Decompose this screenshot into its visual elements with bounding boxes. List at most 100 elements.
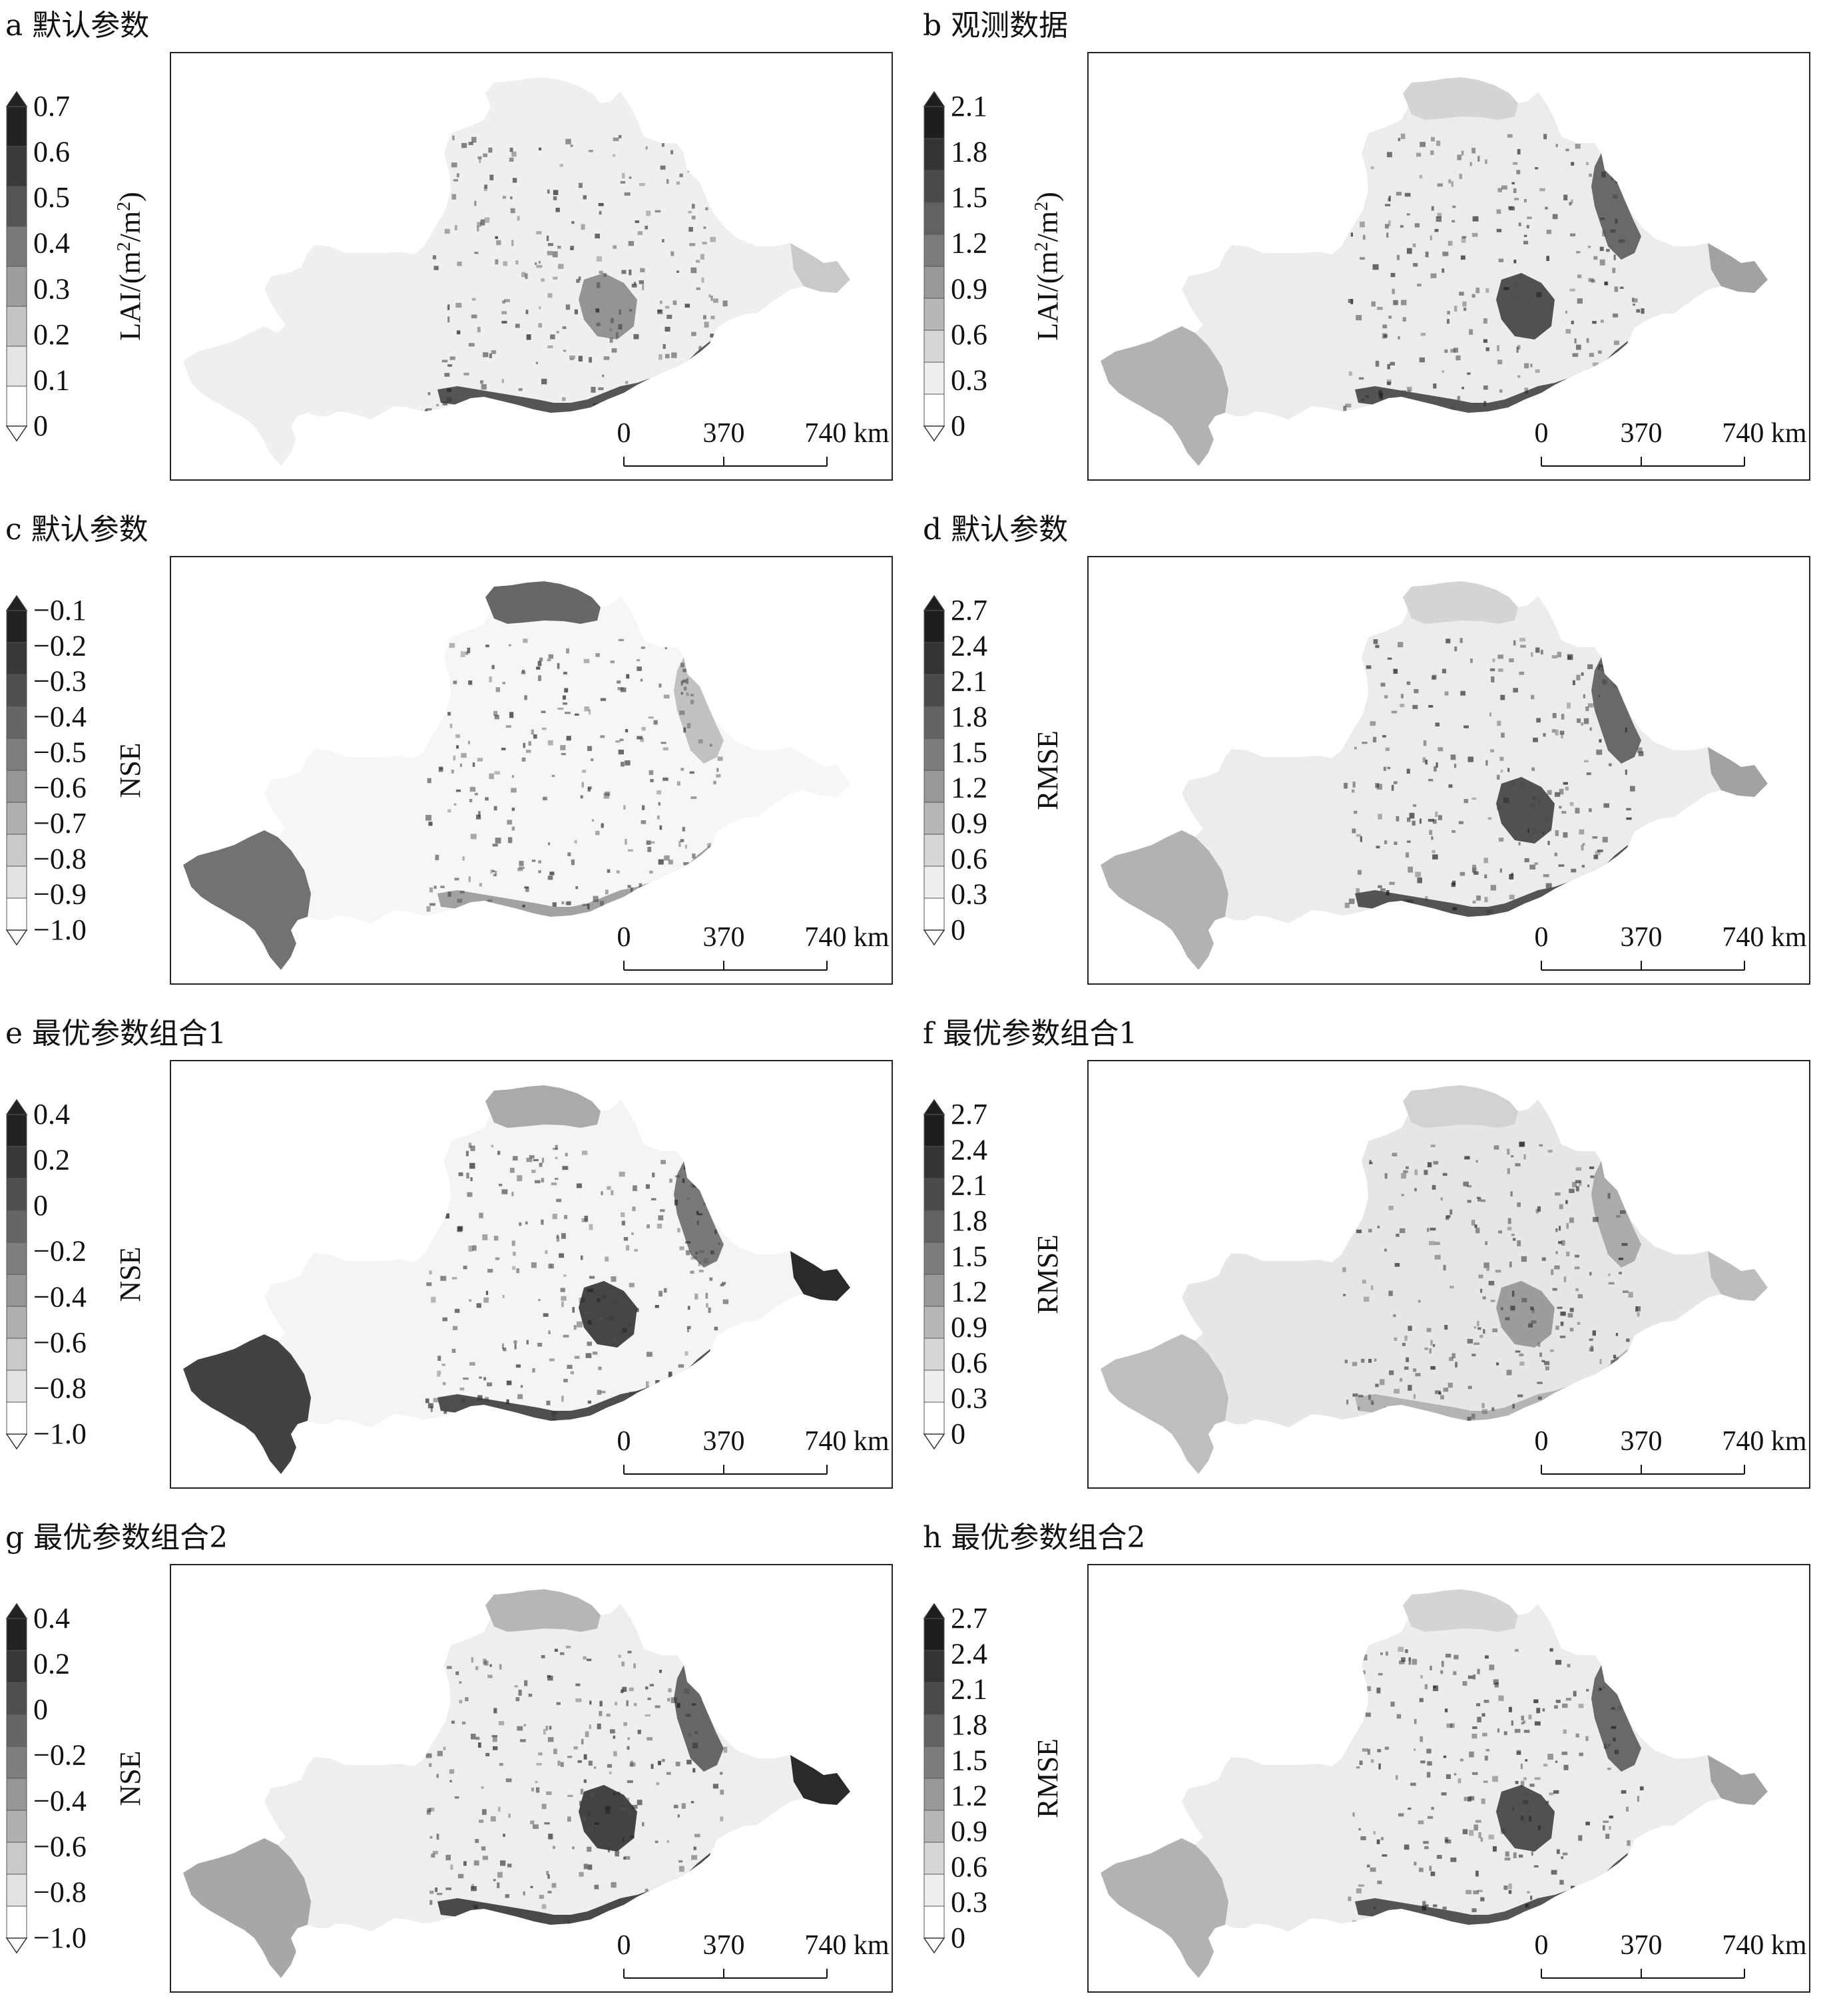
raster-cell	[1555, 144, 1558, 147]
raster-cell	[521, 669, 525, 674]
raster-cell	[435, 403, 439, 407]
raster-cell	[691, 1703, 696, 1706]
raster-cell	[1387, 657, 1392, 660]
raster-cell	[700, 254, 704, 260]
raster-cell	[680, 662, 684, 668]
raster-cell	[433, 885, 437, 889]
raster-cell	[639, 883, 643, 888]
colorbar-tick-label: 0.6	[951, 1850, 987, 1883]
raster-cell	[1546, 1800, 1549, 1804]
raster-cell	[1518, 222, 1521, 226]
raster-cell	[1603, 1820, 1609, 1823]
raster-cell	[1463, 1181, 1469, 1186]
raster-cell	[585, 1311, 591, 1314]
raster-cell	[1408, 1385, 1412, 1391]
raster-cell	[485, 797, 489, 801]
raster-cell	[670, 150, 674, 154]
raster-cell	[1535, 647, 1540, 653]
raster-cell	[1440, 1197, 1443, 1201]
raster-cell	[1377, 306, 1383, 310]
raster-cell	[535, 411, 539, 417]
raster-cell	[501, 748, 506, 750]
scale-bar-label: 740 km	[1722, 1930, 1807, 1961]
raster-cell	[1585, 706, 1589, 711]
raster-cell	[1442, 1906, 1447, 1910]
raster-cell	[659, 908, 664, 912]
raster-cell	[1473, 1674, 1476, 1680]
colorbar-tick-label: 1.8	[951, 1204, 987, 1237]
raster-cell	[587, 1288, 593, 1292]
raster-cell	[613, 1792, 616, 1796]
raster-cell	[1440, 1395, 1444, 1399]
raster-cell	[637, 392, 642, 397]
raster-cell	[587, 1846, 592, 1852]
colorbar-tick-label: 1.8	[951, 700, 987, 733]
raster-cell	[1467, 1416, 1471, 1421]
colorbar-swatch	[6, 897, 27, 931]
raster-cell	[591, 819, 595, 822]
raster-cell	[1435, 722, 1440, 727]
colorbar-tick-label: −0.8	[33, 1876, 87, 1908]
raster-cell	[541, 710, 546, 714]
raster-cell	[1640, 708, 1646, 713]
raster-cell	[1388, 220, 1391, 226]
raster-cell	[1638, 1707, 1643, 1712]
raster-cell	[463, 1861, 467, 1866]
raster-cell	[684, 304, 690, 308]
raster-cell	[1625, 893, 1629, 898]
colorbar-tick-label: 0	[33, 1693, 48, 1726]
raster-cell	[1477, 1197, 1481, 1202]
raster-cell	[487, 914, 492, 918]
raster-cell	[524, 1680, 528, 1686]
raster-cell	[515, 1364, 521, 1368]
raster-cell	[1539, 1352, 1542, 1357]
raster-cell	[698, 1166, 700, 1172]
raster-cell	[560, 745, 566, 750]
raster-cell	[642, 805, 645, 810]
raster-cell	[1625, 1163, 1630, 1168]
raster-cell	[1425, 760, 1428, 765]
colorbar-cap-bottom	[923, 425, 945, 442]
raster-cell	[1407, 404, 1410, 407]
raster-cell	[1572, 353, 1579, 358]
raster-cell	[1457, 1778, 1461, 1784]
raster-cell	[709, 200, 712, 204]
value-region	[790, 1251, 850, 1301]
raster-cell	[1514, 198, 1519, 200]
raster-cell	[706, 650, 711, 655]
raster-cell	[427, 216, 431, 221]
raster-cell	[1565, 786, 1569, 791]
raster-cell	[444, 373, 450, 377]
colorbar-swatch	[923, 393, 945, 427]
colorbar-swatch	[923, 1370, 945, 1403]
panel-c: c 默认参数 −0.1 −0.2 −0.3 −0.4 −0.5 −0.6 −0.7 −0.8 −0…	[0, 504, 918, 1008]
raster-cell	[1563, 1764, 1569, 1770]
raster-cell	[642, 284, 645, 290]
raster-cell	[493, 710, 498, 716]
raster-cell	[1508, 1884, 1512, 1890]
raster-cell	[670, 251, 674, 256]
raster-cell	[451, 162, 457, 168]
raster-cell	[651, 1764, 654, 1769]
raster-cell	[1469, 162, 1472, 166]
panel-title: f 最优参数组合1	[923, 1017, 1138, 1051]
raster-cell	[1565, 148, 1569, 152]
raster-cell	[1569, 1902, 1572, 1905]
raster-cell	[599, 1710, 603, 1716]
raster-cell	[531, 1262, 537, 1268]
raster-cell	[1567, 1313, 1573, 1318]
raster-cell	[514, 1343, 517, 1350]
raster-cell	[1511, 296, 1517, 301]
raster-cell	[536, 231, 542, 234]
raster-cell	[1449, 1357, 1453, 1362]
raster-cell	[1428, 1816, 1434, 1819]
raster-cell	[491, 1144, 494, 1148]
raster-cell	[1445, 1774, 1451, 1780]
raster-cell	[1557, 652, 1562, 658]
raster-cell	[1625, 1390, 1629, 1395]
raster-cell	[1438, 1391, 1442, 1395]
raster-cell	[1424, 1170, 1428, 1175]
raster-cell	[575, 713, 579, 716]
raster-cell	[1388, 316, 1392, 319]
raster-cell	[646, 210, 651, 216]
